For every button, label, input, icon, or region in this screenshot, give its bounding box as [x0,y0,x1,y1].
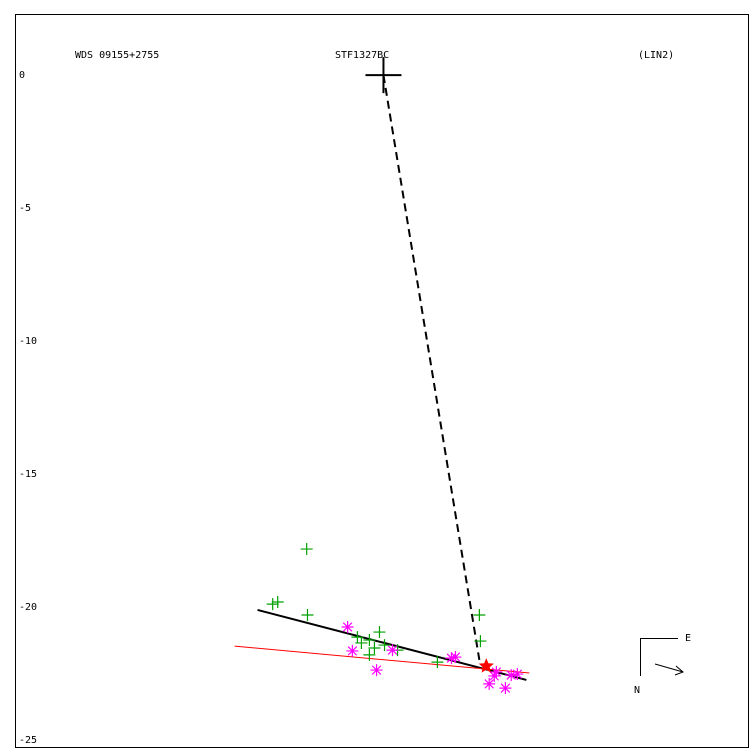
chart-subtitle: STF1327BC [335,50,389,61]
compass [640,638,684,676]
y-tick-label: -5 [19,203,31,214]
point [346,644,359,657]
point [301,609,314,622]
point [449,651,462,664]
point [488,669,501,682]
point [341,620,354,633]
annotation: (LIN2) [638,50,674,61]
chart-title: WDS 09155+2755 [75,50,159,61]
compass-arrow [654,663,684,676]
fit-line [234,645,530,674]
point [474,635,487,648]
point [431,656,444,669]
point [370,664,383,677]
point [386,644,399,657]
point [351,631,364,644]
plot-frame [15,14,749,748]
point [363,634,376,647]
fit-line [382,74,481,661]
y-tick-label: -15 [19,469,37,480]
point [499,682,512,695]
point [483,677,496,690]
y-tick-label: 0 [19,70,25,81]
point [368,641,381,654]
compass-label: E [685,633,691,644]
point [511,668,524,681]
y-tick-label: -25 [19,735,37,746]
point [505,669,518,682]
compass-label: N [634,685,640,696]
point [445,652,458,665]
y-tick-label: -20 [19,602,37,613]
point [373,626,386,639]
point [300,543,313,556]
primary-star [365,57,402,94]
point [478,658,494,673]
point [378,639,391,652]
point [490,665,503,678]
point [363,648,376,661]
point [266,598,279,611]
point [271,595,284,608]
y-tick-label: -10 [19,336,37,347]
point [473,609,486,622]
